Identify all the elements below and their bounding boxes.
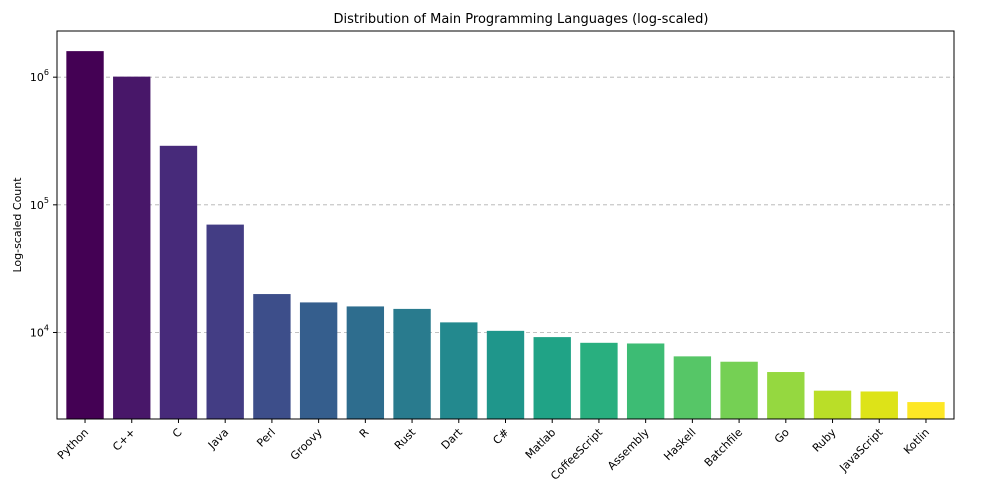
- x-tick-label-0: Python: [55, 426, 91, 462]
- bar-kotlin: [907, 402, 945, 419]
- bars: [66, 51, 945, 420]
- x-tick-label-4: Perl: [254, 426, 278, 450]
- bar-perl: [253, 294, 291, 419]
- x-tick-label-6: R: [357, 426, 372, 441]
- bar-rust: [393, 308, 431, 419]
- y-tick-label-0: 104: [30, 323, 49, 339]
- y-tick-label-1: 105: [30, 196, 49, 212]
- x-tick-label-3: Java: [205, 426, 231, 452]
- bar-coffeescript: [580, 342, 618, 419]
- bar-java: [206, 224, 244, 419]
- x-tick-label-1: C++: [110, 426, 138, 454]
- bar-c-: [486, 330, 525, 419]
- x-tick-label-9: C#: [490, 426, 511, 447]
- x-tick-label-2: C: [170, 426, 185, 441]
- bar-c-: [113, 76, 151, 420]
- x-tick-label-14: Batchfile: [702, 426, 746, 470]
- x-tick-label-5: Groovy: [288, 426, 325, 463]
- x-tick-label-8: Dart: [439, 425, 466, 452]
- x-tick-label-13: Haskell: [661, 426, 698, 463]
- bar-batchfile: [720, 361, 758, 419]
- bar-groovy: [299, 302, 338, 419]
- bar-dart: [440, 322, 478, 419]
- y-tick-label-2: 106: [30, 68, 49, 84]
- y-axis-label: Log-scaled Count: [11, 177, 24, 273]
- x-tick-label-15: Go: [772, 426, 792, 446]
- x-axis-ticks: Python C++ C Java Perl Groovy R Rust Dart C# Matla…: [55, 419, 932, 483]
- bar-c: [159, 145, 198, 419]
- bar-python: [66, 51, 104, 420]
- x-tick-label-12: Assembly: [605, 426, 652, 473]
- bar-r: [346, 306, 385, 419]
- x-tick-label-18: Kotlin: [901, 426, 932, 457]
- x-tick-label-17: JavaScript: [836, 425, 885, 474]
- bar-ruby: [813, 390, 852, 419]
- bar-haskell: [673, 356, 712, 419]
- x-tick-label-16: Ruby: [810, 426, 839, 455]
- x-tick-label-10: Matlab: [523, 426, 559, 462]
- bar-matlab: [533, 337, 571, 419]
- bar-javascript: [860, 391, 898, 419]
- y-axis-ticks: 104 105 106: [30, 68, 57, 339]
- bar-go: [767, 372, 805, 419]
- bar-assembly: [626, 343, 665, 419]
- chart-title: Distribution of Main Programming Languag…: [333, 12, 708, 27]
- x-tick-label-7: Rust: [392, 425, 419, 452]
